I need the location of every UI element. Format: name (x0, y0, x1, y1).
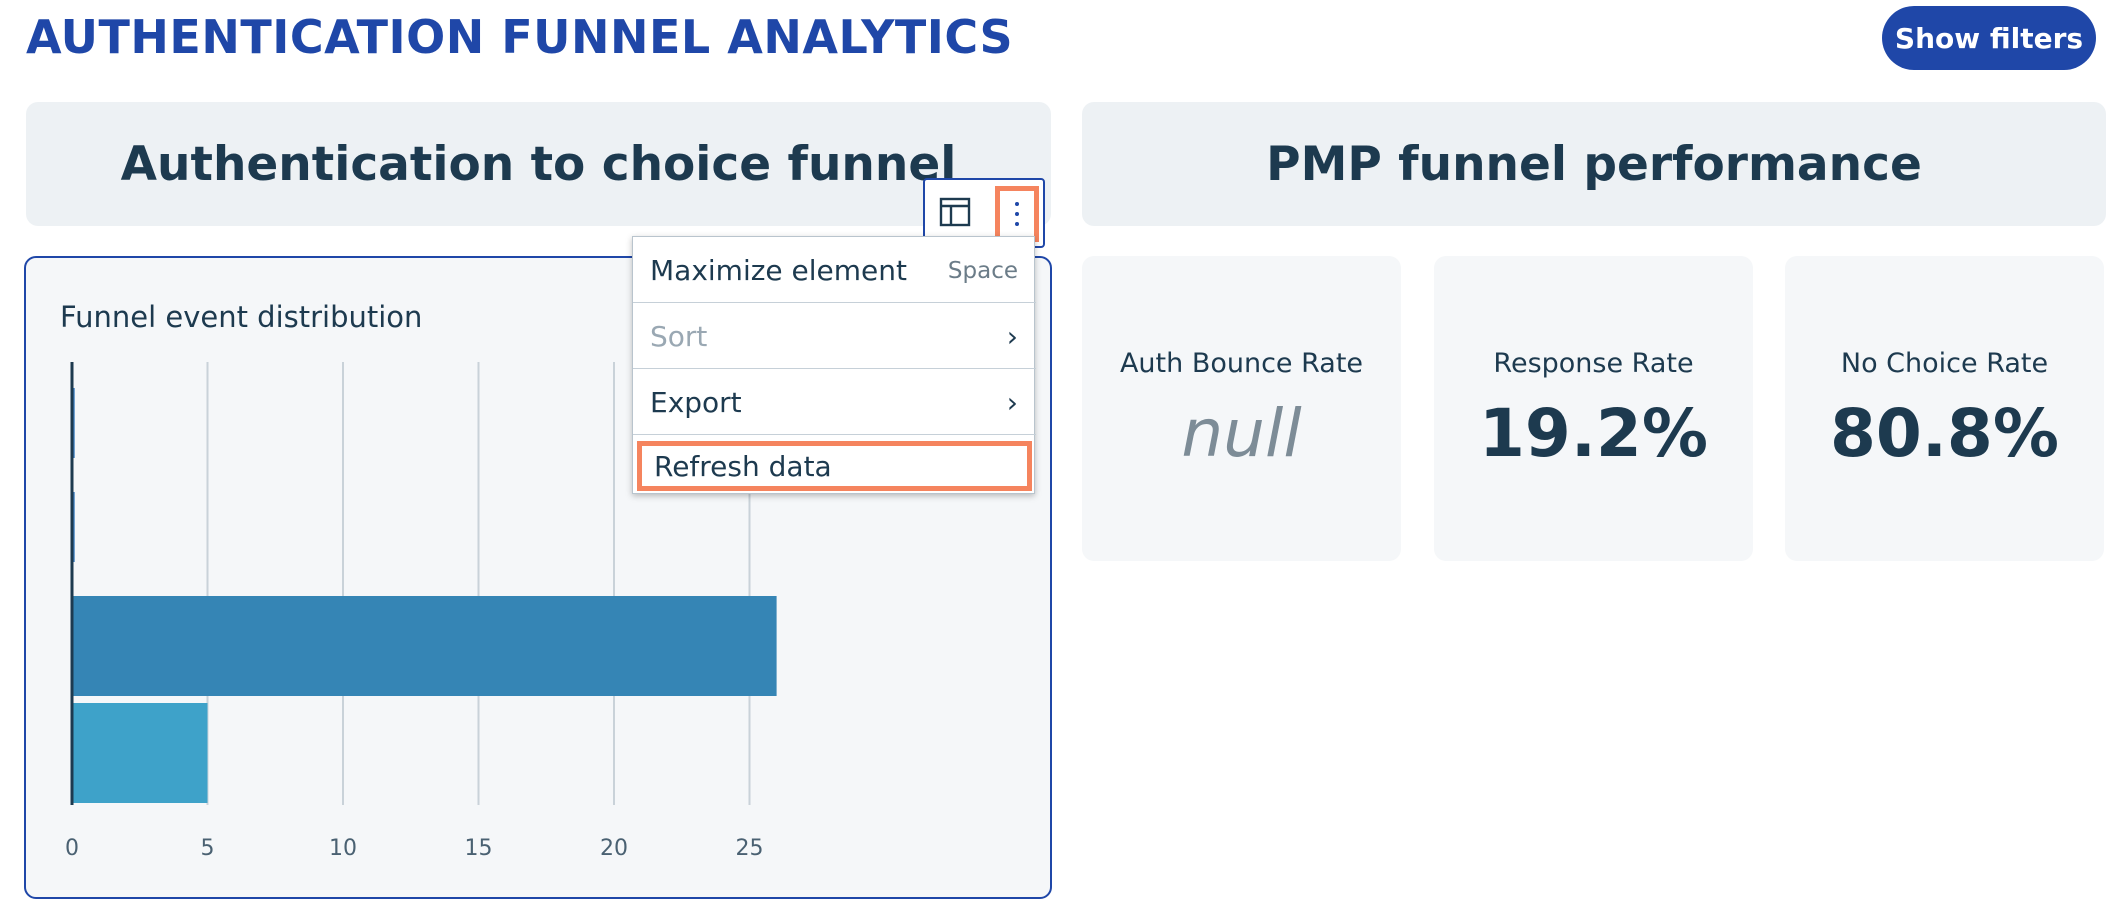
chevron-right-icon: › (1006, 386, 1018, 419)
chart-title: Funnel event distribution (60, 300, 423, 334)
chevron-right-icon: › (1006, 320, 1018, 353)
x-tick-label: 25 (736, 836, 764, 861)
kpi-value: 19.2% (1479, 395, 1708, 472)
menu-item-label: Export (650, 386, 742, 419)
x-tick-label: 20 (600, 836, 628, 861)
kpi-value: null (1181, 395, 1302, 472)
show-filters-button[interactable]: Show filters (1882, 6, 2096, 70)
menu-item-label: Refresh data (654, 449, 832, 483)
menu-item-export[interactable]: Export › (633, 371, 1036, 435)
table-icon[interactable] (939, 196, 971, 228)
x-tick-label: 5 (201, 836, 215, 861)
menu-item-maximize[interactable]: Maximize element Space (633, 239, 1036, 303)
section-title-auth-funnel: Authentication to choice funnel (26, 102, 1051, 226)
menu-item-refresh-data[interactable]: Refresh data (637, 441, 1032, 491)
context-menu: Maximize element Space Sort › Export › R… (632, 236, 1036, 494)
kpi-card-auth-bounce-rate[interactable]: Auth Bounce Rate null (1082, 256, 1401, 561)
bar-4[interactable] (72, 703, 208, 803)
kpi-label: No Choice Rate (1840, 348, 2049, 379)
menu-item-sort: Sort › (633, 305, 1036, 369)
menu-item-label: Sort (650, 320, 708, 353)
section-title-pmp-funnel: PMP funnel performance (1082, 102, 2106, 226)
x-tick-label: 10 (329, 836, 357, 861)
funnel-bar-chart: 0 5 10 15 20 25 (65, 362, 777, 861)
overflow-menu-icon[interactable] (995, 186, 1039, 242)
x-tick-label: 0 (65, 836, 79, 861)
kpi-value: 80.8% (1830, 395, 2059, 472)
menu-item-label: Maximize element (650, 254, 908, 287)
kpi-card-response-rate[interactable]: Response Rate 19.2% (1434, 256, 1753, 561)
x-tick-label: 15 (465, 836, 493, 861)
kpi-label: Auth Bounce Rate (1119, 348, 1364, 379)
kpi-card-no-choice-rate[interactable]: No Choice Rate 80.8% (1785, 256, 2104, 561)
page-title: AUTHENTICATION FUNNEL ANALYTICS (26, 10, 1014, 64)
shortcut-hint: Space (947, 257, 1018, 284)
kpi-label: Response Rate (1493, 348, 1694, 379)
bar-3[interactable] (72, 596, 777, 696)
